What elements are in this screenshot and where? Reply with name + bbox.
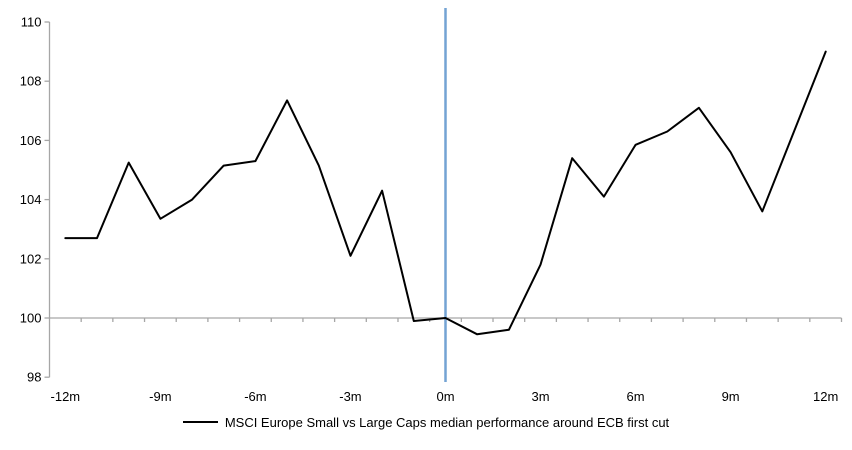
y-axis-tick-label: 106 (20, 133, 42, 148)
y-axis-tick-label: 104 (20, 192, 42, 207)
y-axis (44, 21, 51, 378)
y-axis-tick-label: 98 (27, 370, 41, 385)
series-line (64, 50, 827, 336)
x-axis-tick-label: 6m (627, 389, 645, 404)
x-axis-tick-label: 9m (722, 389, 740, 404)
x-axis-tick-label: 0m (436, 389, 454, 404)
y-axis-tick-label: 110 (21, 15, 42, 30)
x-axis-tick-label: -3m (339, 389, 361, 404)
legend-label: MSCI Europe Small vs Large Caps median p… (224, 414, 670, 430)
legend-line-swatch (182, 421, 218, 423)
y-axis-tick-label: 108 (20, 74, 42, 89)
x-axis-tick-label: -9m (149, 389, 171, 404)
legend: MSCI Europe Small vs Large Caps median p… (0, 413, 852, 431)
x-axis-tick-label: 12m (813, 389, 838, 404)
y-axis-tick-label: 100 (20, 311, 42, 326)
x-axis-tick-label: -6m (244, 389, 266, 404)
x-axis-tick-label: 3m (532, 389, 550, 404)
x-axis-labels: -12m -9m -6m -3m 0m 3m 6m 9m 12m (51, 389, 839, 404)
x-axis-tick-label: -12m (51, 389, 81, 404)
y-axis-tick-label: 102 (20, 251, 42, 266)
y-axis-labels: 98 100 102 104 106 108 110 (20, 15, 42, 385)
